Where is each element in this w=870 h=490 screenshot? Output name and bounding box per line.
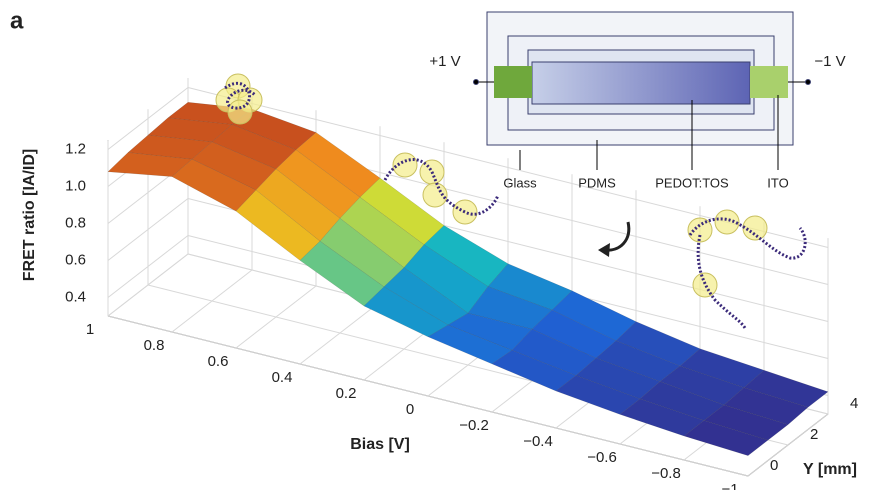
terminal: [473, 79, 479, 85]
arrow-head: [598, 243, 610, 257]
x-tick-label: 0: [406, 401, 414, 418]
bead: [392, 152, 418, 178]
z-tick-label: 0.4: [65, 288, 86, 305]
x-tick-label: −0.6: [587, 449, 617, 466]
x-tick-label: −1: [721, 481, 738, 490]
grid-line: [107, 315, 749, 477]
voltage-label: +1 V: [429, 53, 460, 70]
surface-patch: [683, 420, 769, 456]
x-tick-label: 0.6: [208, 353, 229, 370]
bead: [692, 272, 718, 298]
bead: [227, 99, 253, 125]
inset-label: PDMS: [578, 175, 616, 190]
bead: [714, 209, 740, 235]
ito-left: [494, 66, 532, 98]
z-tick-label: 0.8: [65, 214, 86, 231]
axes: 0.4 0.6 0.8 1.0 1.2 1 0.8 0.6 0.4 0.2 0 −0.2 −0.4 −0.…: [65, 78, 858, 490]
x-tick-label: 0.2: [336, 385, 357, 402]
chain: [224, 81, 257, 110]
inset-label: PEDOT:TOS: [655, 175, 729, 190]
panel-label: a: [10, 7, 24, 34]
x-tick-label: −0.4: [523, 433, 553, 450]
x-tick-label: 0.4: [272, 369, 293, 386]
y-tick-label: 0: [770, 457, 778, 474]
inset-label: Glass: [503, 175, 537, 190]
x-axis-label: Bias [V]: [350, 436, 410, 453]
chains: [224, 81, 807, 329]
bead: [687, 217, 713, 243]
z-tick-label: 0.6: [65, 251, 86, 268]
chain: [383, 158, 500, 216]
surface: [107, 102, 829, 456]
chain: [688, 217, 807, 329]
bead: [422, 182, 448, 208]
bead: [742, 215, 768, 241]
y-tick-label: 4: [850, 395, 858, 412]
device-inset: [473, 11, 811, 170]
x-tick-label: −0.8: [651, 465, 681, 482]
y-axis-label: Y [mm]: [803, 461, 857, 478]
x-tick-label: 1: [86, 321, 94, 338]
inset-label: ITO: [767, 175, 788, 190]
voltage-label: −1 V: [814, 53, 845, 70]
z-tick-label: 1.2: [65, 140, 86, 157]
ito-right: [750, 66, 788, 98]
x-tick-label: −0.2: [459, 417, 489, 434]
terminal: [805, 79, 811, 85]
pedot: [531, 61, 751, 105]
x-tick-label: 0.8: [144, 337, 165, 354]
y-tick-label: 2: [810, 426, 818, 443]
z-axis-label: FRET ratio [IA/ID]: [21, 149, 38, 281]
z-tick-label: 1.0: [65, 177, 86, 194]
